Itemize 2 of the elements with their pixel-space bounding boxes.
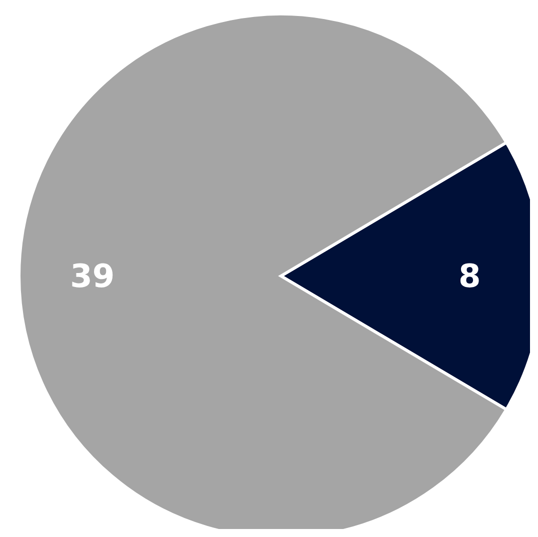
data-label: 39 xyxy=(70,257,115,295)
data-label: 8 xyxy=(458,257,481,295)
